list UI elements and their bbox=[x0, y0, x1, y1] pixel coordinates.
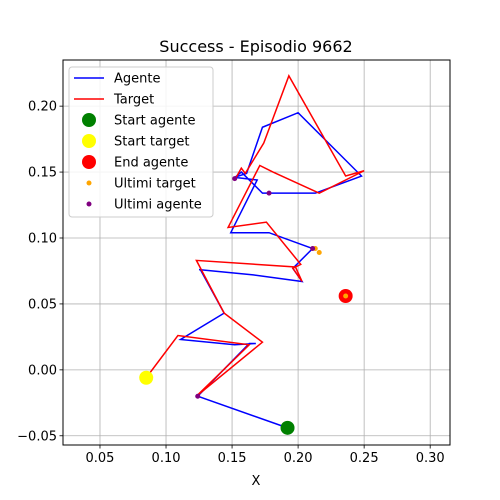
ultimi-agente-point bbox=[266, 190, 272, 196]
legend-end-agente-swatch bbox=[82, 155, 96, 169]
ultimi-target-point bbox=[343, 293, 349, 299]
x-tick-label: 0.20 bbox=[284, 451, 313, 466]
x-tick-label: 0.15 bbox=[218, 451, 247, 466]
y-tick-label: 0.20 bbox=[28, 100, 57, 115]
axes-frame bbox=[62, 59, 451, 446]
y-tick-label: −0.05 bbox=[17, 429, 57, 444]
start-target-point bbox=[139, 370, 154, 385]
ultimi-agente-point bbox=[195, 393, 201, 399]
legend-ultimi-target-swatch bbox=[86, 180, 92, 186]
legend-agente-label: Agente bbox=[114, 72, 160, 87]
y-tick-label: 0.05 bbox=[28, 297, 57, 312]
axis-ticks: 0.05 0.10 0.15 0.20 0.25 0.30 −0.05 0.00 0.05 0.1… bbox=[17, 100, 445, 466]
y-tick-label: 0.00 bbox=[28, 363, 57, 378]
x-tick-label: 0.05 bbox=[86, 451, 115, 466]
legend-end-agente-label: End agente bbox=[114, 156, 188, 171]
y-tick-label: 0.10 bbox=[28, 231, 57, 246]
legend-start-target-label: Start target bbox=[114, 135, 189, 150]
plot-area bbox=[139, 74, 365, 435]
x-tick-label: 0.10 bbox=[152, 451, 181, 466]
legend-ultimi-agente-label: Ultimi agente bbox=[114, 198, 202, 213]
ultimi-agente-point bbox=[232, 176, 238, 182]
y-tick-label: 0.15 bbox=[28, 166, 57, 181]
start-agente-point bbox=[280, 420, 295, 435]
legend-target-label: Target bbox=[113, 93, 154, 108]
ultimi-agente-point bbox=[310, 246, 316, 252]
legend-start-agente-swatch bbox=[82, 113, 96, 127]
legend-ultimi-agente-swatch bbox=[86, 201, 92, 207]
legend: Agente Target Start agente Start target End … bbox=[68, 66, 214, 218]
chart-title: Success - Episodio 9662 bbox=[159, 37, 352, 56]
x-axis-label: X bbox=[252, 474, 261, 489]
legend-start-agente-label: Start agente bbox=[114, 114, 195, 129]
x-tick-label: 0.25 bbox=[350, 451, 379, 466]
target-line bbox=[145, 74, 365, 397]
x-tick-label: 0.30 bbox=[416, 451, 445, 466]
legend-start-target-swatch bbox=[82, 134, 96, 148]
ultimi-target-point bbox=[316, 250, 322, 255]
legend-box bbox=[68, 66, 214, 218]
legend-ultimi-target-label: Ultimi target bbox=[114, 177, 196, 192]
